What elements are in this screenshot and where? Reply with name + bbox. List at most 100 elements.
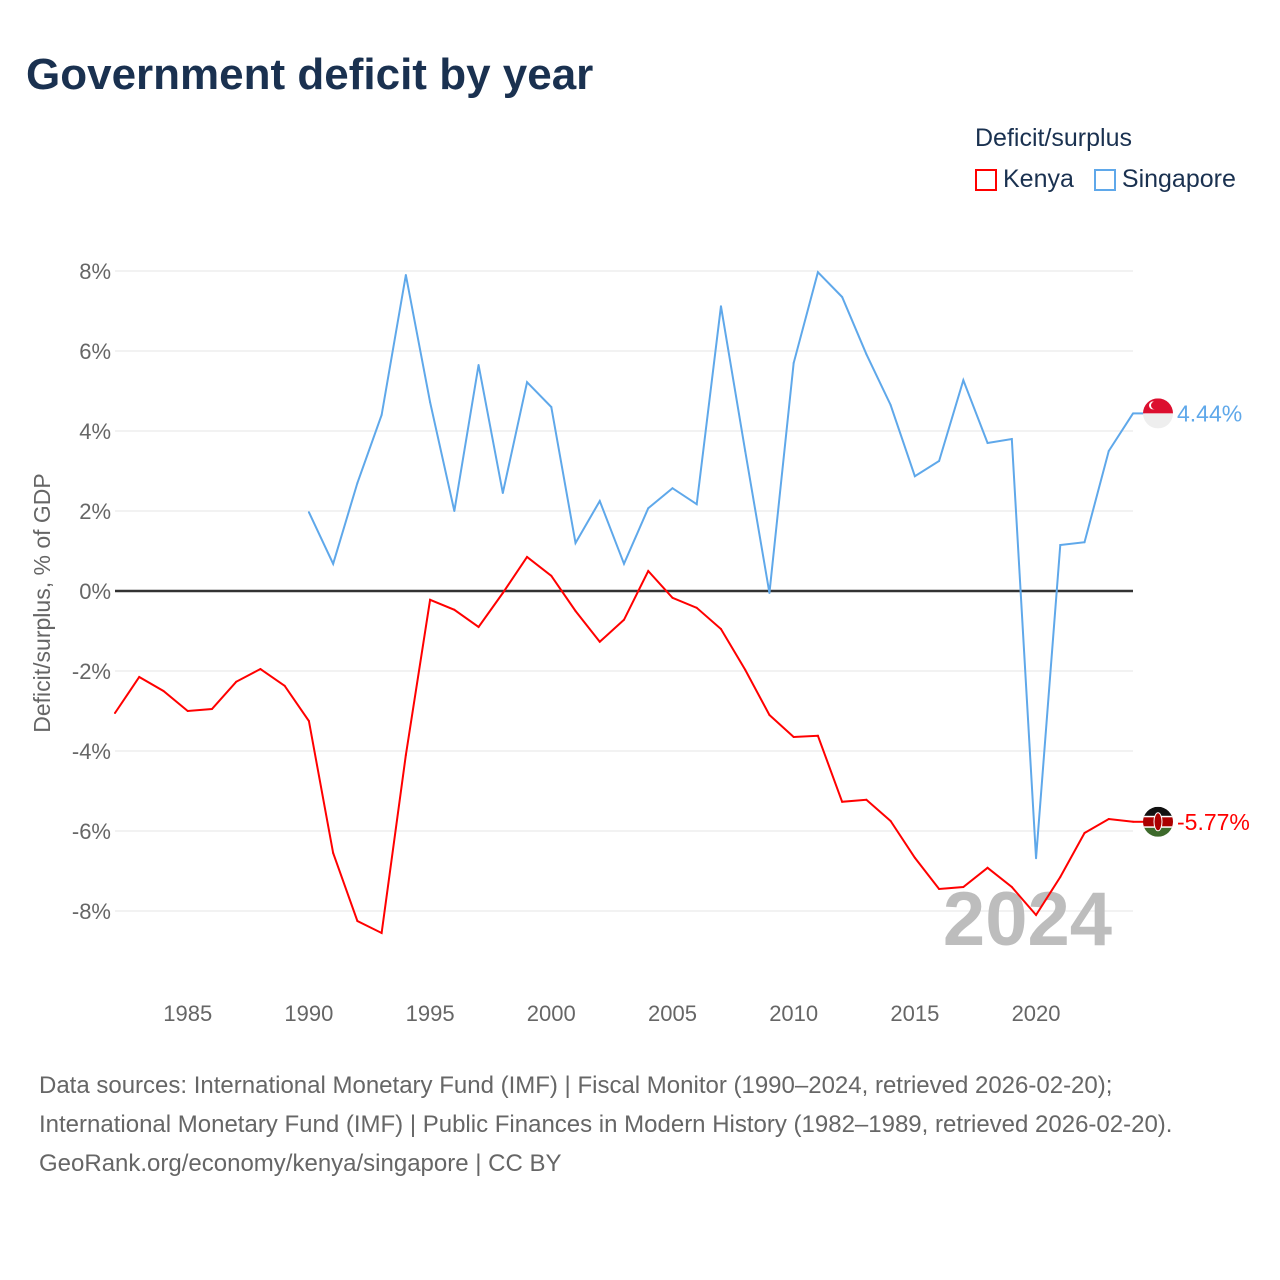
data-point-singapore[interactable] <box>380 414 383 416</box>
data-point-singapore[interactable] <box>647 507 650 510</box>
end-label-singapore: 4.44% <box>1177 400 1242 426</box>
data-point-kenya[interactable] <box>792 736 795 738</box>
data-point-singapore[interactable] <box>913 475 916 478</box>
data-point-singapore[interactable] <box>550 406 553 408</box>
data-point-kenya[interactable] <box>1059 876 1062 878</box>
data-point-kenya[interactable] <box>259 668 262 670</box>
data-point-kenya[interactable] <box>889 820 892 822</box>
data-point-kenya[interactable] <box>768 714 771 716</box>
data-point-singapore[interactable] <box>792 362 795 364</box>
data-point-singapore[interactable] <box>356 482 359 484</box>
data-point-kenya[interactable] <box>332 852 335 854</box>
x-tick-label: 1995 <box>406 1001 455 1026</box>
series-line-singapore <box>307 270 1134 859</box>
data-point-kenya[interactable] <box>477 626 480 628</box>
data-point-kenya[interactable] <box>210 708 213 710</box>
data-point-singapore[interactable] <box>671 487 674 490</box>
data-point-kenya[interactable] <box>647 570 650 572</box>
x-tick-label: 2020 <box>1012 1001 1061 1026</box>
data-point-kenya[interactable] <box>598 640 601 643</box>
data-point-kenya[interactable] <box>1107 818 1110 820</box>
y-tick-label: 6% <box>79 339 111 364</box>
data-point-singapore[interactable] <box>1083 541 1086 544</box>
data-point-singapore[interactable] <box>889 404 892 406</box>
data-point-singapore[interactable] <box>695 503 698 506</box>
x-tick-label: 2010 <box>769 1001 818 1026</box>
data-point-kenya[interactable] <box>695 606 698 609</box>
data-point-kenya[interactable] <box>138 676 141 678</box>
legend-swatch-singapore <box>1093 168 1116 191</box>
data-point-kenya[interactable] <box>283 684 286 687</box>
data-point-singapore[interactable] <box>477 364 480 366</box>
data-point-kenya[interactable] <box>986 866 989 869</box>
data-point-singapore[interactable] <box>1059 544 1062 546</box>
data-point-kenya[interactable] <box>962 886 965 888</box>
data-point-singapore[interactable] <box>404 274 407 276</box>
data-point-kenya[interactable] <box>1035 914 1038 916</box>
data-point-singapore[interactable] <box>623 562 625 565</box>
data-point-kenya[interactable] <box>816 734 819 737</box>
data-point-kenya[interactable] <box>186 710 189 712</box>
data-point-kenya[interactable] <box>404 754 407 756</box>
data-point-kenya[interactable] <box>1010 886 1013 888</box>
data-point-kenya[interactable] <box>719 628 722 630</box>
data-point-kenya[interactable] <box>526 556 529 558</box>
data-point-kenya[interactable] <box>623 618 625 621</box>
data-point-singapore[interactable] <box>429 401 432 404</box>
data-point-singapore[interactable] <box>307 511 310 514</box>
data-point-singapore[interactable] <box>986 442 989 444</box>
data-point-singapore[interactable] <box>816 271 819 274</box>
data-point-kenya[interactable] <box>114 712 116 714</box>
data-point-kenya[interactable] <box>380 932 383 934</box>
data-point-singapore[interactable] <box>1035 857 1038 860</box>
legend-title: Deficit/surplus <box>975 124 1132 152</box>
data-point-kenya[interactable] <box>162 690 165 692</box>
year-watermark: 2024 <box>943 877 1112 962</box>
y-tick-label: -4% <box>72 739 111 764</box>
data-point-singapore[interactable] <box>744 450 747 452</box>
data-point-kenya[interactable] <box>574 610 577 612</box>
x-tick-label: 2000 <box>527 1001 576 1026</box>
x-tick-label: 1985 <box>163 1001 212 1026</box>
data-point-kenya[interactable] <box>429 598 432 601</box>
line-chart: 8% 6% 4% 2% 0% -2% -4% -6% -8% 1985 1990 1995 2000 20… <box>29 259 1250 1026</box>
data-point-singapore[interactable] <box>598 500 601 502</box>
data-point-kenya[interactable] <box>938 888 941 890</box>
x-tick-label: 2015 <box>890 1001 939 1026</box>
data-point-singapore[interactable] <box>453 510 456 512</box>
data-point-singapore[interactable] <box>768 592 771 594</box>
data-point-singapore[interactable] <box>1010 438 1013 440</box>
x-tick-label: 2005 <box>648 1001 697 1026</box>
data-point-singapore[interactable] <box>865 353 868 356</box>
data-point-kenya[interactable] <box>913 856 916 859</box>
legend-item-singapore[interactable]: Singapore <box>1093 165 1236 194</box>
data-point-singapore[interactable] <box>938 460 941 462</box>
legend-swatch-kenya <box>975 168 997 191</box>
data-point-singapore[interactable] <box>574 542 577 544</box>
data-point-kenya[interactable] <box>550 574 553 577</box>
data-point-kenya[interactable] <box>307 720 310 722</box>
data-point-singapore[interactable] <box>526 381 529 384</box>
data-point-singapore[interactable] <box>1107 450 1110 452</box>
data-point-kenya[interactable] <box>865 798 868 801</box>
data-point-kenya[interactable] <box>453 608 456 611</box>
data-point-kenya[interactable] <box>671 596 674 599</box>
data-point-kenya[interactable] <box>501 592 504 594</box>
data-point-singapore[interactable] <box>841 296 844 298</box>
data-point-kenya[interactable] <box>744 668 747 671</box>
data-point-kenya[interactable] <box>356 920 359 922</box>
y-axis-label: Deficit/surplus, % of GDP <box>29 473 55 732</box>
flag-singapore-icon <box>1143 398 1173 429</box>
data-point-singapore[interactable] <box>962 379 965 382</box>
credit-link[interactable]: GeoRank.org/economy/kenya/singapore | CC… <box>39 1150 562 1177</box>
data-point-singapore[interactable] <box>719 305 722 308</box>
data-point-singapore[interactable] <box>501 492 504 494</box>
data-point-kenya[interactable] <box>1083 832 1086 834</box>
legend-label-singapore: Singapore <box>1121 165 1236 193</box>
data-point-singapore[interactable] <box>332 562 335 565</box>
data-point-kenya[interactable] <box>235 680 238 683</box>
legend-item-kenya[interactable]: Kenya <box>975 165 1074 194</box>
y-tick-label: 8% <box>79 259 111 284</box>
legend: Deficit/surplus Kenya Singapore <box>975 124 1236 194</box>
data-point-kenya[interactable] <box>841 800 844 803</box>
